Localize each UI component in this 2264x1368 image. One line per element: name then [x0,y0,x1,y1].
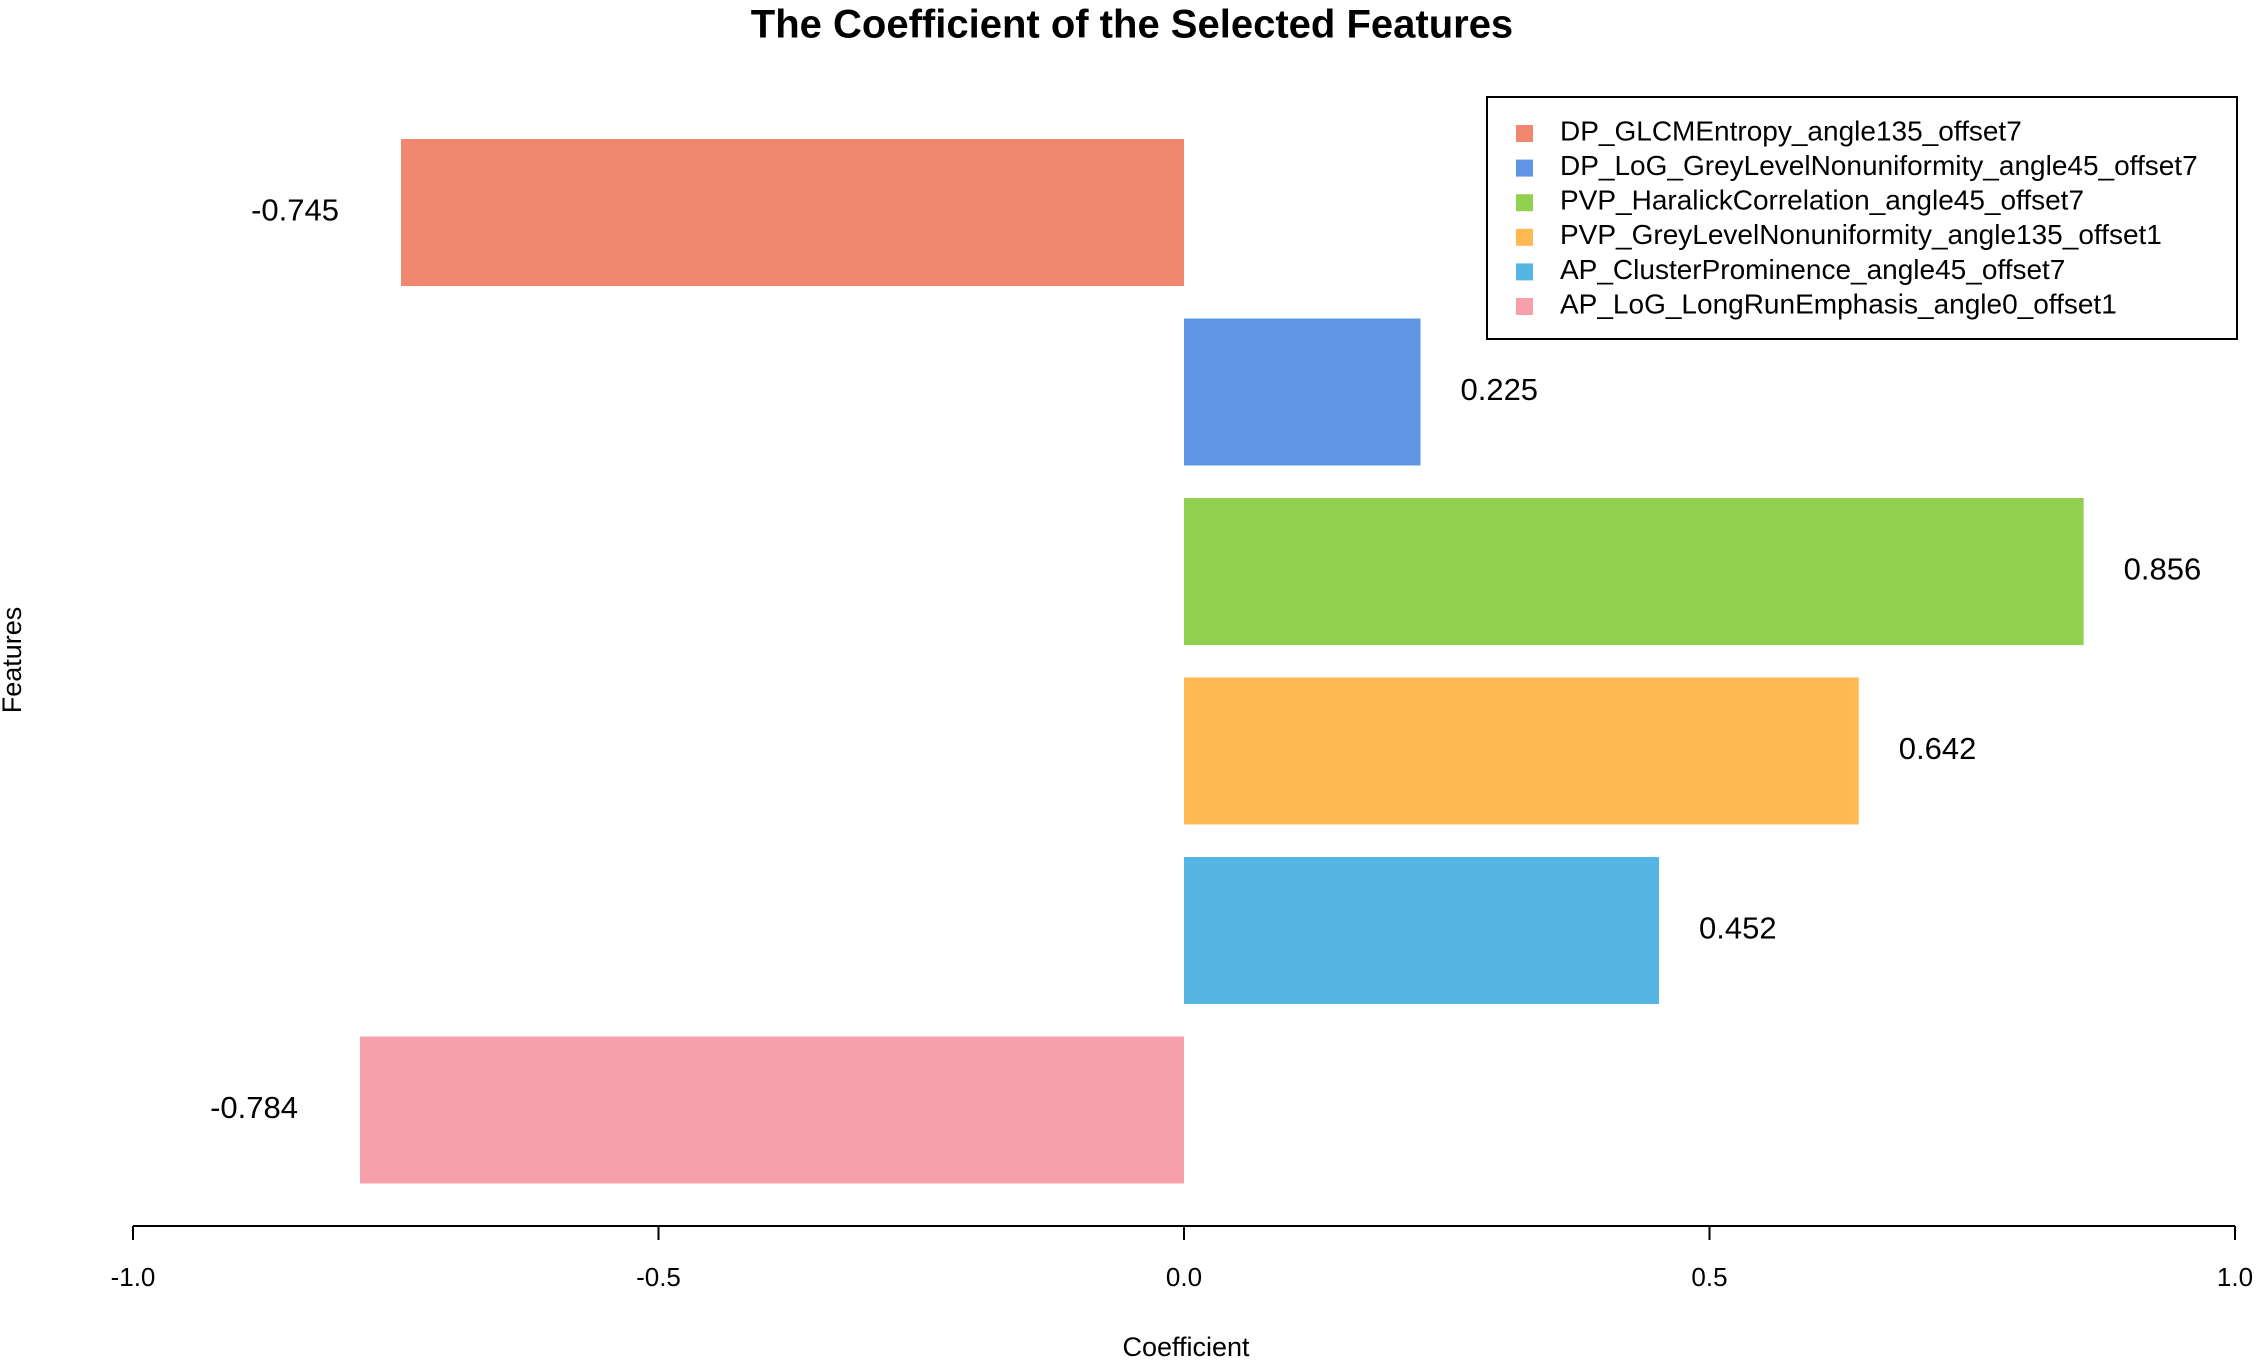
legend-swatch [1516,298,1533,315]
value-label: 0.225 [1460,372,1538,407]
value-label: 0.856 [2124,552,2202,587]
bar [1184,318,1421,466]
x-tick-label: 1.0 [2217,1262,2253,1292]
x-tick-label: 0.5 [1691,1262,1727,1292]
legend-label: PVP_HaralickCorrelation_angle45_offset7 [1560,185,2084,216]
y-axis-label: Features [0,607,27,714]
value-label: -0.784 [210,1090,298,1125]
bar [1184,677,1859,825]
legend-label: DP_LoG_GreyLevelNonuniformity_angle45_of… [1560,150,2198,181]
bar [1184,498,2084,645]
bar [360,1036,1184,1184]
x-tick-label: -1.0 [111,1262,156,1292]
legend-swatch [1516,263,1533,281]
legend-swatch [1516,159,1533,177]
legend-label: AP_ClusterProminence_angle45_offset7 [1560,254,2065,285]
value-label: 0.642 [1899,731,1977,766]
bar [1184,857,1660,1004]
legend-label: DP_GLCMEntropy_angle135_offset7 [1560,115,2022,146]
legend-label: AP_LoG_LongRunEmphasis_angle0_offset1 [1560,288,2117,319]
legend-label: PVP_GreyLevelNonuniformity_angle135_offs… [1560,219,2162,250]
legend-swatch [1516,228,1533,246]
x-axis-label: Coefficient [1122,1332,1250,1362]
x-tick-label: 0.0 [1166,1262,1202,1292]
chart-title: The Coefficient of the Selected Features [751,3,1513,47]
value-label: 0.452 [1699,911,1777,946]
value-label: -0.745 [251,193,339,228]
legend-swatch [1516,125,1533,142]
x-tick-label: -0.5 [636,1262,681,1292]
legend-box [1486,96,2238,340]
bar [401,139,1184,286]
legend-swatch [1516,194,1533,212]
